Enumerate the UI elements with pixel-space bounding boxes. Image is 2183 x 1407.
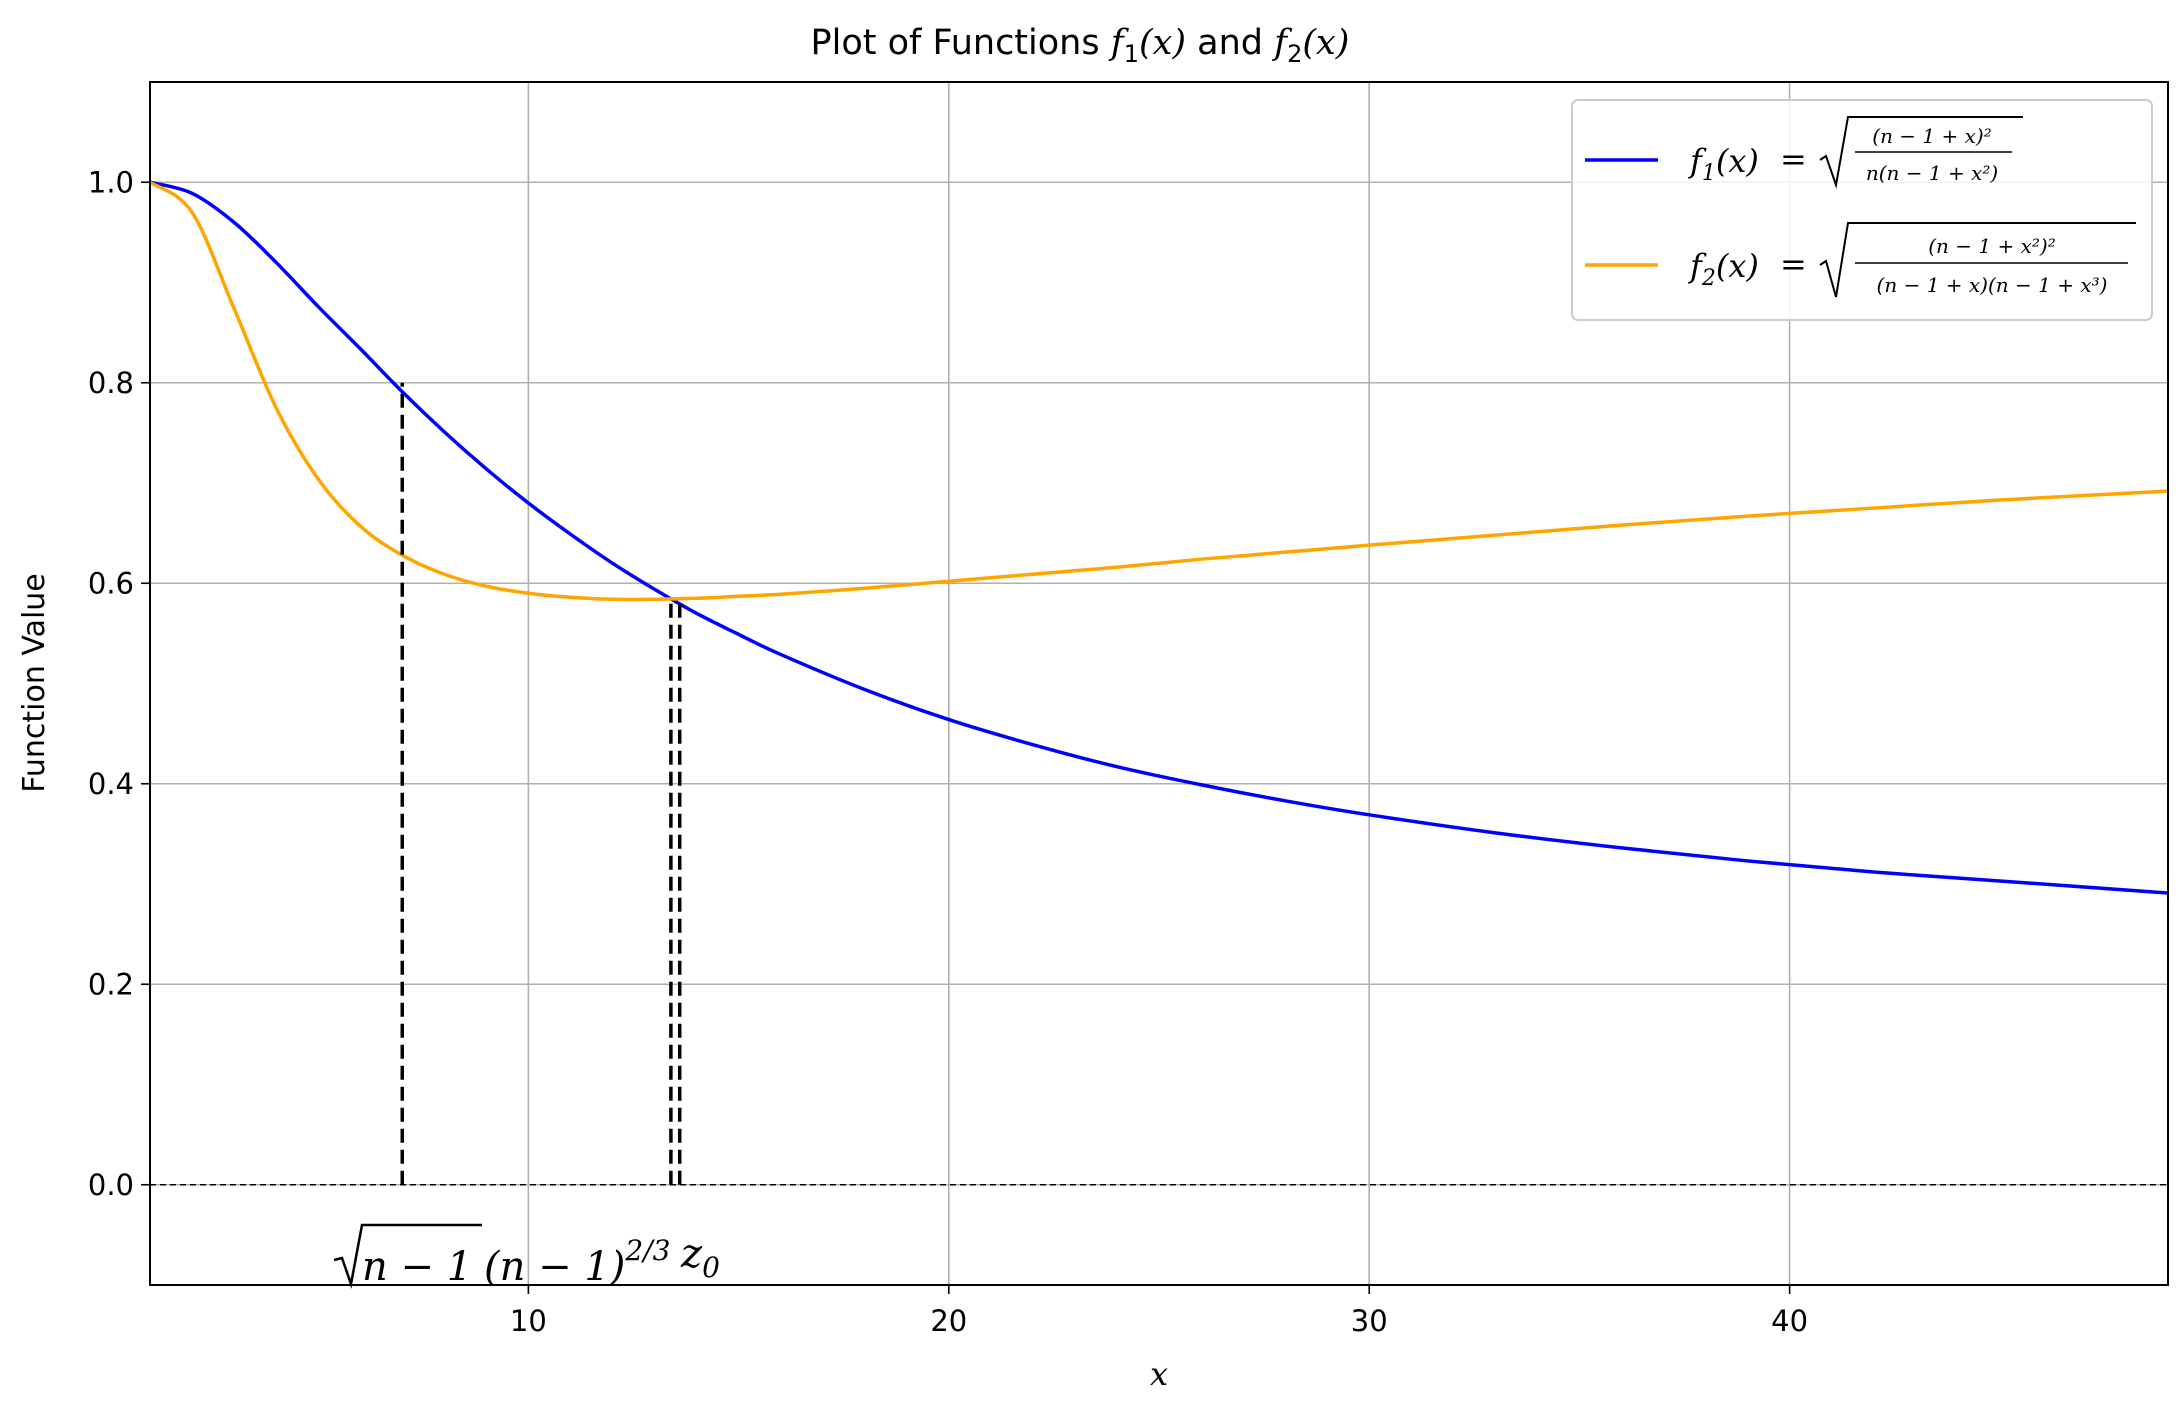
vline-labels: n − 1 (n − 1)2/3 z0 [333,1223,720,1290]
x-tick-label: 20 [930,1304,967,1338]
svg-text:z0: z0 [680,1231,720,1284]
plot-frame [149,81,2169,1286]
series-line-f2 [148,180,2169,602]
y-tick-label: 1.0 [88,165,134,199]
svg-text:(n − 1 + x²)²: (n − 1 + x²)² [1928,234,2055,258]
svg-text:=: = [1780,140,1807,178]
chart-title: Plot of Functions f1(x) and f2(x) [811,23,1350,68]
y-axis-label: Function Value [17,573,52,793]
x-axis-label: x [1150,1355,1168,1393]
series-group [148,180,2169,895]
vline-label-pow: (n − 1)2/3 [484,1234,670,1290]
legend-item-f2: f2(x) = (n − 1 + x²)² (n − 1 + x)(n − 1 … [1585,222,2136,298]
svg-text:f2(x): f2(x) [1688,247,1759,291]
x-tick-label: 10 [510,1304,547,1338]
y-tick-label: 0.4 [88,767,134,801]
svg-text:n(n − 1 + x²): n(n − 1 + x²) [1866,161,1998,185]
legend: f1(x) = (n − 1 + x)² n(n − 1 + x²) f2(x)… [1571,99,2153,321]
vline-label-z0: z0 [680,1231,720,1284]
x-tick-label: 40 [1771,1304,1808,1338]
svg-text:=: = [1780,245,1807,283]
y-tick-label: 0.2 [88,967,134,1001]
svg-text:(n − 1 + x)²: (n − 1 + x)² [1872,124,1991,148]
vertical-markers [400,382,682,1185]
svg-text:n − 1: n − 1 [362,1244,472,1290]
svg-text:(n − 1 + x)(n − 1 + x³): (n − 1 + x)(n − 1 + x³) [1877,273,2108,297]
y-tick-label: 0.6 [88,566,134,600]
svg-text:(n − 1)2/3: (n − 1)2/3 [484,1234,670,1290]
y-tick-label: 0.0 [88,1168,134,1202]
y-tick-label: 0.8 [88,366,134,400]
ticks: 10 20 30 40 0.0 0.2 0.4 0.6 0.8 1.0 [88,165,1808,1338]
legend-box [1571,99,2153,321]
series-line-f1 [149,180,2169,895]
vline-label-sqrt: n − 1 [333,1223,482,1290]
svg-text:f1(x): f1(x) [1688,142,1759,186]
x-tick-label: 30 [1351,1304,1388,1338]
